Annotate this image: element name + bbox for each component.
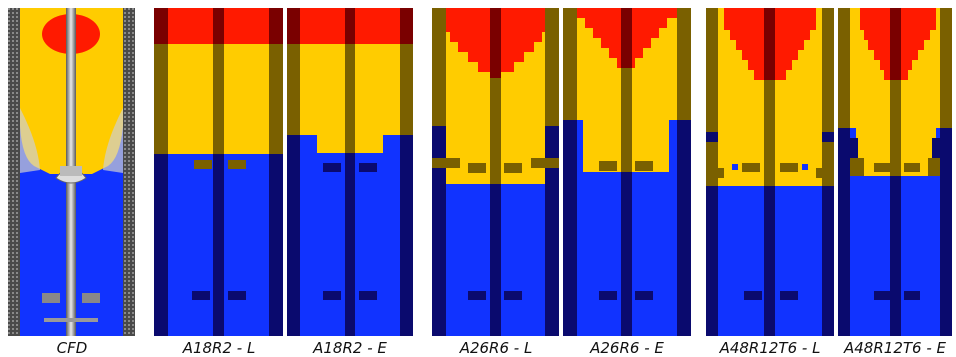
a18r2-e-panel: [287, 8, 413, 336]
right-wall-mesh: [123, 8, 135, 336]
lower-blade-right: [82, 293, 100, 303]
left-interface-shade: [20, 108, 40, 173]
a18r2-e-label: A18R2 - E: [313, 339, 387, 357]
a18r2-e-grid: [287, 8, 413, 336]
a18r2-l-grid: [154, 8, 283, 336]
a48r12t6-e-grid: [838, 8, 952, 336]
a26r6-l-panel: [432, 8, 559, 336]
bottom-disk: [44, 318, 98, 322]
a48r12t6-l-grid: [706, 8, 834, 336]
a48r12t6-l-label: A48R12T6 - L: [719, 339, 821, 357]
upper-hub: [60, 166, 82, 176]
cfd-panel: [8, 8, 135, 336]
right-interface-shade: [103, 108, 123, 173]
a48r12t6-l-panel: [706, 8, 834, 336]
a26r6-l-grid: [432, 8, 559, 336]
a26r6-e-grid: [563, 8, 691, 336]
a26r6-e-panel: [563, 8, 691, 336]
a18r2-l-panel: [154, 8, 283, 336]
left-wall-mesh: [8, 8, 20, 336]
a26r6-l-label: A26R6 - L: [459, 339, 533, 357]
cfd-label: CFD: [56, 339, 88, 357]
lower-blade-left: [42, 293, 60, 303]
a26r6-e-label: A26R6 - E: [590, 339, 664, 357]
a18r2-l-label: A18R2 - L: [182, 339, 256, 357]
cfd-simulation-image: [8, 8, 135, 336]
a48r12t6-e-label: A48R12T6 - E: [844, 339, 946, 357]
a48r12t6-e-panel: [838, 8, 952, 336]
